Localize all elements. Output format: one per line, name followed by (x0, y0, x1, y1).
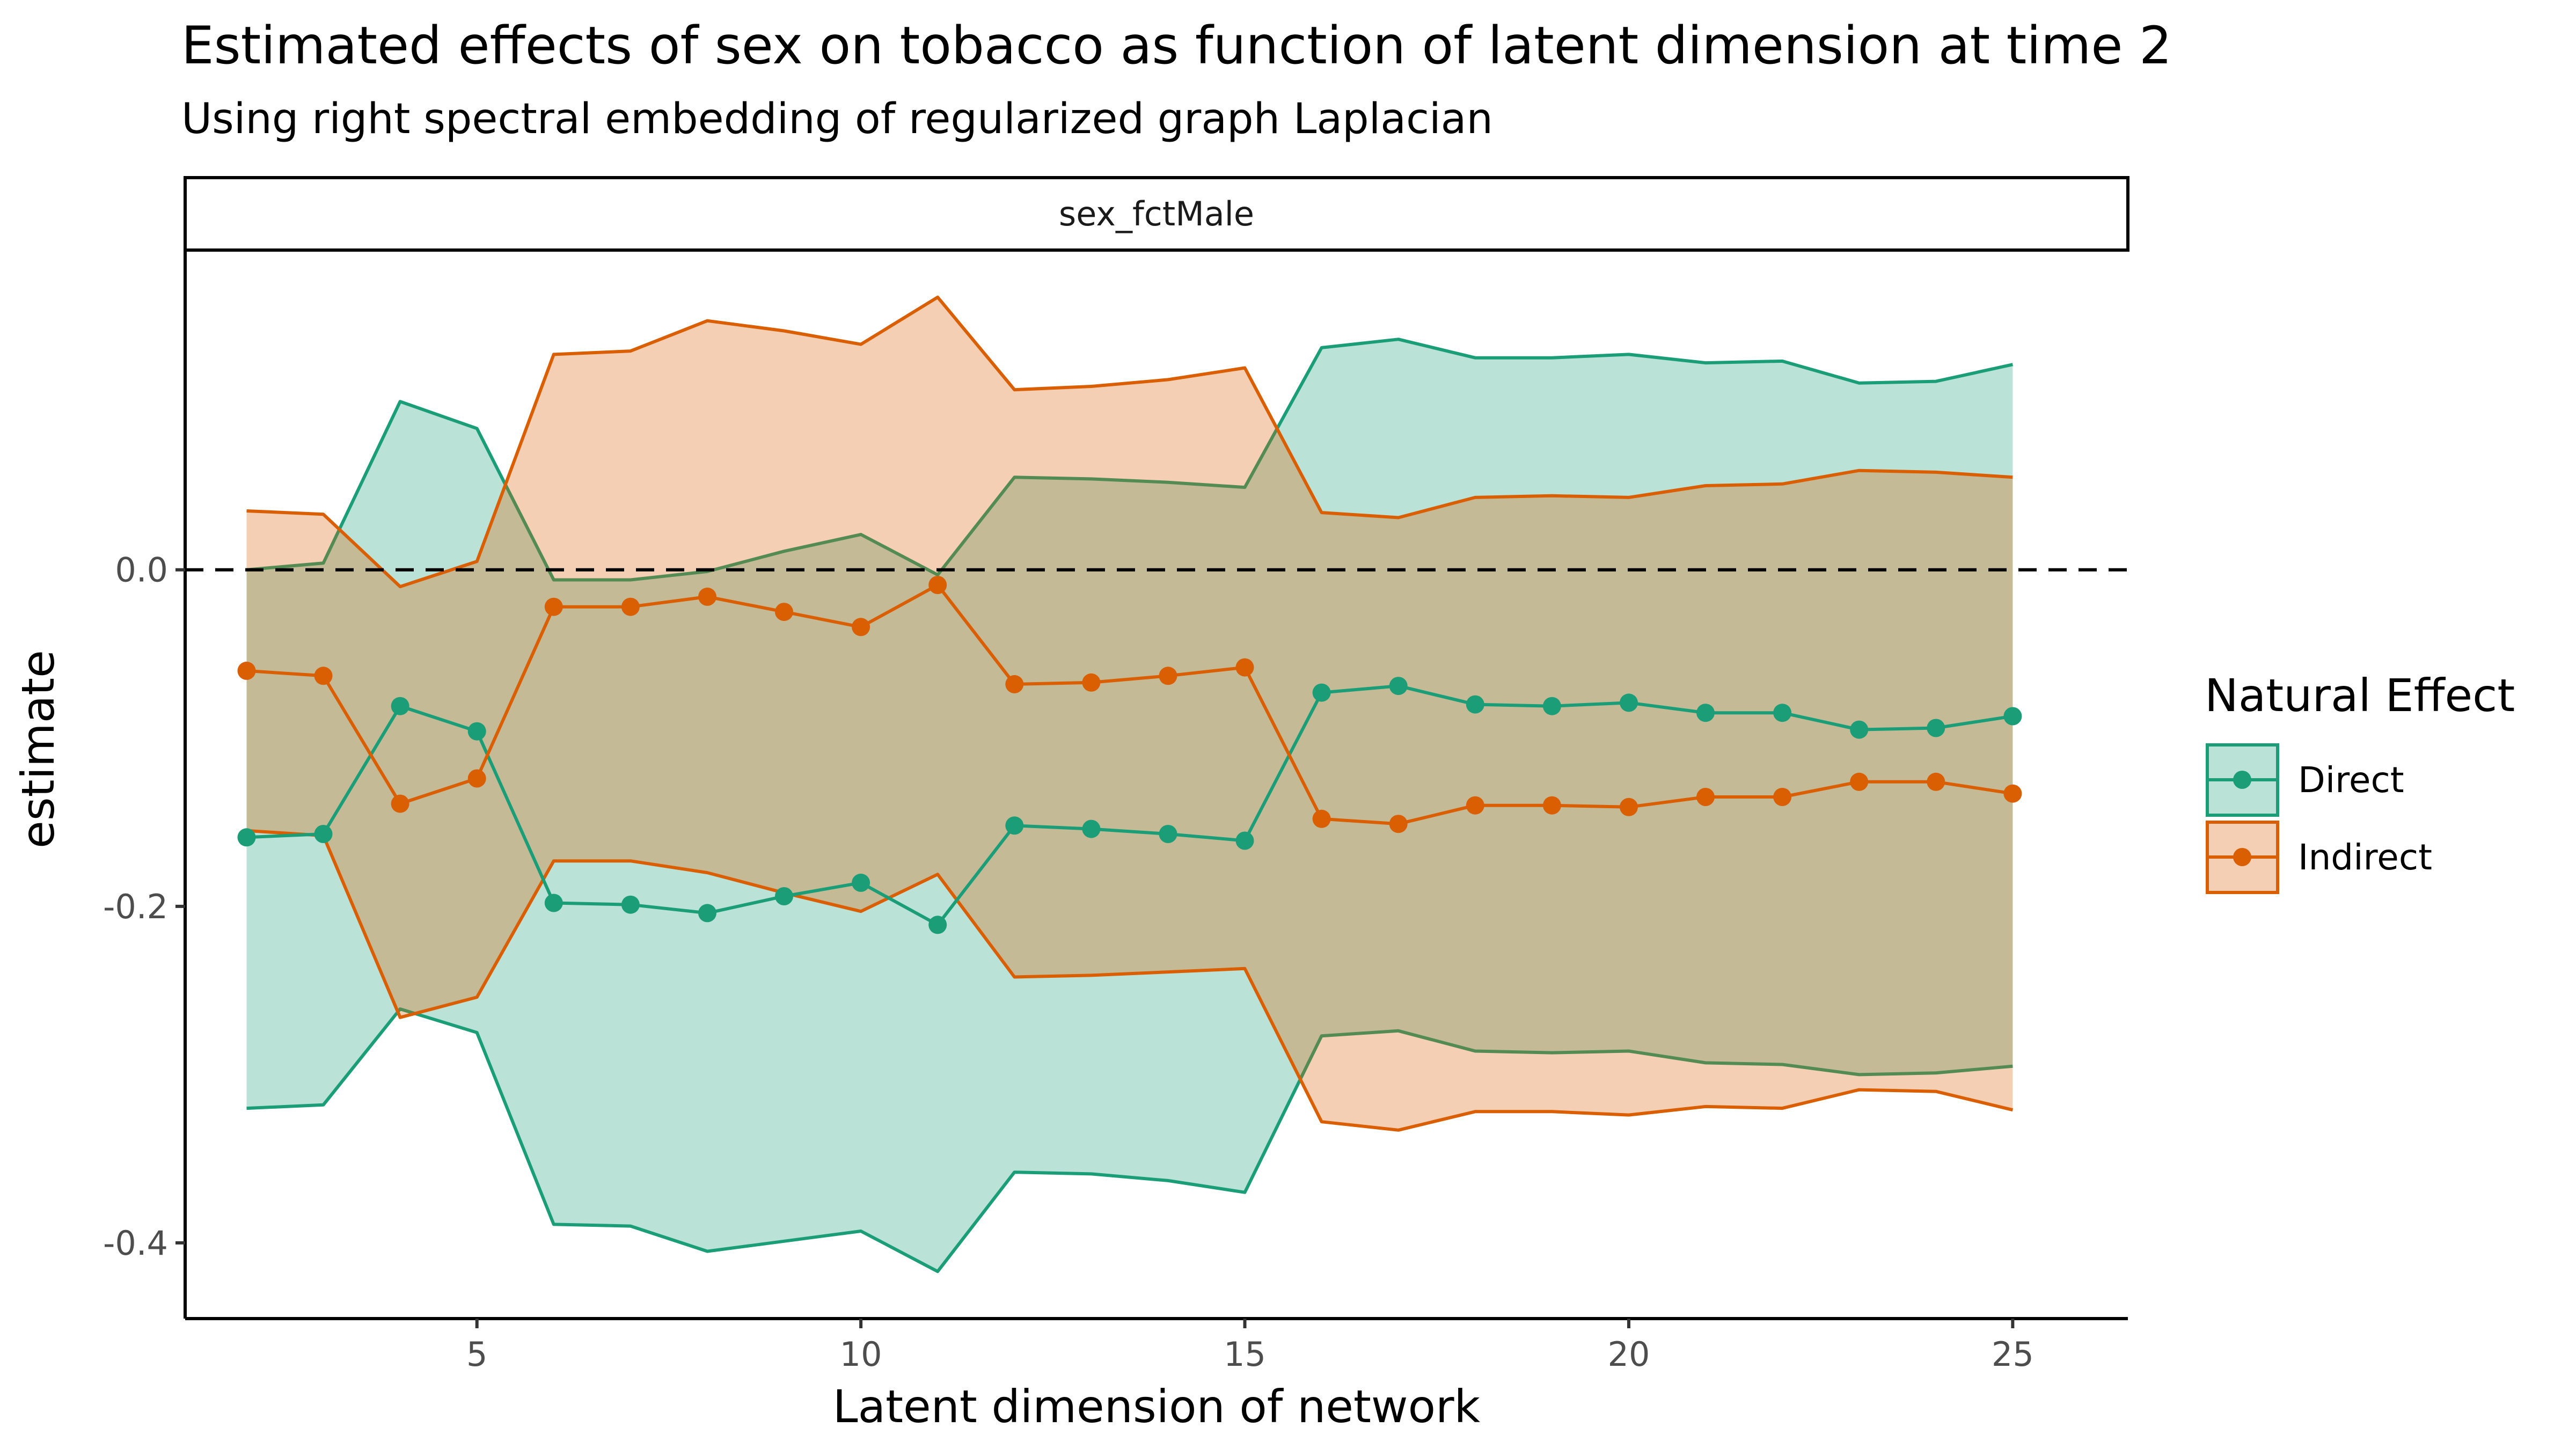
chart-title: Estimated effects of sex on tobacco as f… (181, 16, 2172, 76)
indirect-ribbon (246, 297, 2013, 1130)
indirect-point (1005, 675, 1024, 693)
direct-point (1005, 816, 1024, 835)
indirect-point (1542, 796, 1561, 815)
direct-point (1850, 720, 1869, 739)
direct-point (1696, 704, 1715, 722)
direct-lower-bound-line (246, 1007, 2013, 1274)
indirect-point (391, 794, 409, 813)
direct-point (1620, 693, 1638, 712)
indirect-point (698, 587, 716, 606)
direct-point (467, 722, 486, 741)
x-axis-ticks: 5 10 15 20 25 (466, 1319, 2034, 1374)
indirect-point (1850, 772, 1869, 791)
indirect-point (544, 597, 563, 616)
direct-point (1235, 831, 1254, 850)
indirect-point (1389, 815, 1408, 833)
legend-items: Direct Indirect (2206, 743, 2432, 894)
direct-point (621, 895, 640, 914)
legend-point-direct (2233, 771, 2251, 789)
legend-label-direct: Direct (2298, 759, 2404, 801)
indirect-point (2003, 784, 2022, 803)
direct-point (1773, 704, 1792, 722)
facet-strip (184, 176, 2129, 252)
direct-point (314, 825, 333, 843)
indirect-point (237, 661, 256, 680)
direct-point (2003, 707, 2022, 726)
indirect-point (852, 618, 870, 636)
direct-point (928, 916, 947, 934)
direct-point (391, 697, 409, 715)
direct-point (1159, 825, 1177, 843)
legend-item-direct: Direct (2206, 743, 2404, 817)
x-tick-label: 20 (1608, 1335, 1650, 1374)
indirect-point (314, 667, 333, 685)
legend-item-indirect: Indirect (2206, 821, 2432, 894)
direct-ribbon (246, 339, 2013, 1272)
indirect-lower-bound-line (246, 829, 2014, 1132)
confidence-bands (246, 295, 2014, 1274)
y-tick-label: 0.0 (115, 551, 168, 590)
estimate-lines (246, 583, 2013, 927)
direct-point (698, 904, 716, 923)
direct-point (237, 828, 256, 847)
direct-point (544, 894, 563, 912)
direct-upper-bound-line (246, 338, 2014, 582)
indirect-point (775, 603, 793, 621)
direct-point (852, 873, 870, 892)
indirect-point (1620, 797, 1638, 816)
direct-point (1082, 819, 1101, 838)
y-axis-title: estimate (12, 650, 64, 848)
x-axis-title: Latent dimension of network (833, 1380, 1481, 1433)
direct-point (775, 887, 793, 905)
indirect-point (1696, 788, 1715, 806)
indirect-point (467, 769, 486, 788)
y-tick-label: -0.4 (103, 1224, 168, 1263)
x-tick-label: 25 (1992, 1335, 2034, 1374)
chart-subtitle: Using right spectral embedding of regula… (181, 95, 1493, 143)
x-tick-label: 10 (840, 1335, 882, 1374)
indirect-point (1773, 788, 1792, 806)
indirect-point (1235, 658, 1254, 677)
indirect-point (1159, 667, 1177, 685)
x-tick-label: 15 (1224, 1335, 1266, 1374)
indirect-point (928, 576, 947, 594)
indirect-point (1312, 809, 1331, 828)
direct-estimate-line (246, 684, 2013, 927)
legend-label-indirect: Indirect (2298, 837, 2432, 878)
y-tick-label: -0.2 (103, 887, 168, 926)
plot-panel (185, 295, 2128, 1274)
legend: Natural Effect Direct Indirect (2205, 669, 2515, 894)
direct-point (1466, 695, 1484, 714)
legend-title: Natural Effect (2205, 669, 2515, 722)
direct-point (1389, 677, 1408, 696)
indirect-estimate-line (246, 583, 2013, 826)
indirect-point (621, 597, 640, 616)
indirect-point (1466, 796, 1484, 815)
indirect-point (1082, 673, 1101, 692)
facet-strip-label: sex_fctMale (1059, 194, 1254, 233)
x-tick-label: 5 (466, 1335, 487, 1374)
y-axis-ticks: 0.0 -0.2 -0.4 (103, 551, 185, 1263)
direct-point (1927, 719, 1945, 737)
estimate-points (237, 576, 2022, 934)
legend-point-indirect (2233, 848, 2251, 866)
direct-point (1542, 697, 1561, 715)
direct-point (1312, 683, 1331, 702)
indirect-upper-bound-line (246, 295, 2013, 589)
indirect-point (1927, 772, 1945, 791)
